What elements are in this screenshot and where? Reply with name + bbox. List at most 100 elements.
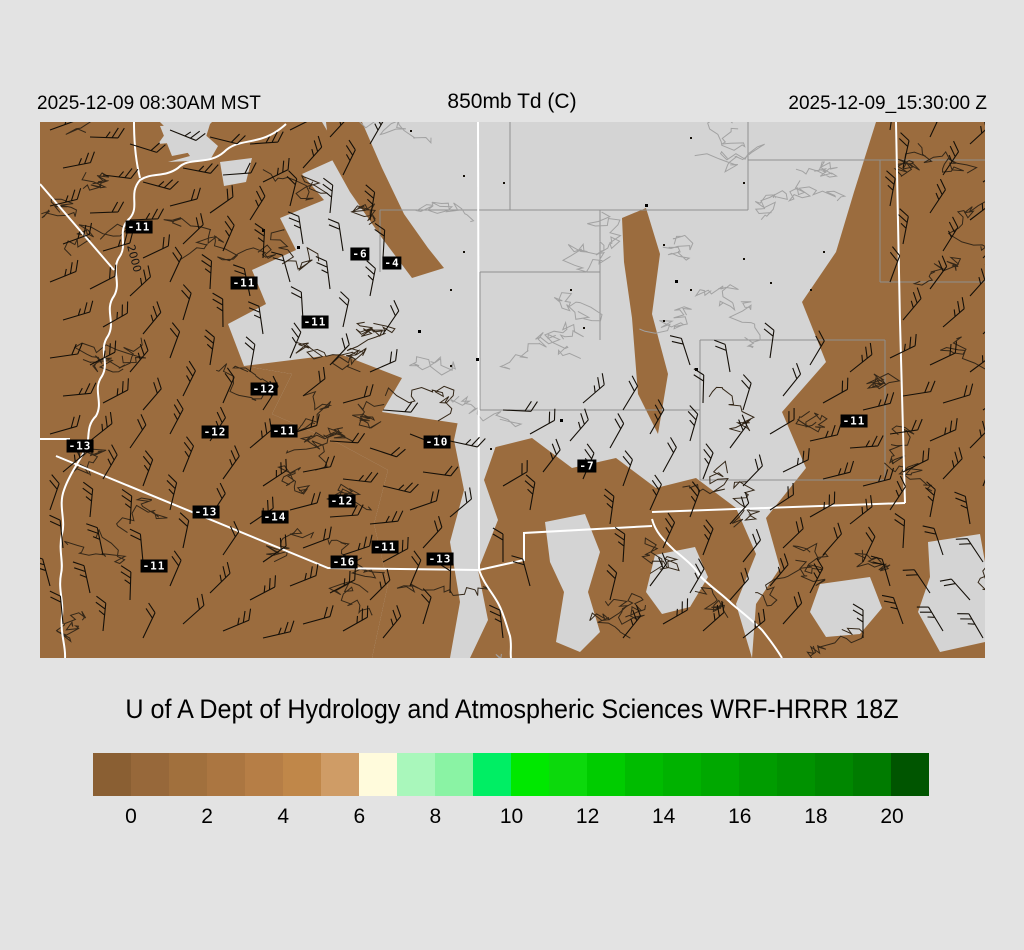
wind-barb	[40, 555, 51, 587]
wind-barb	[222, 162, 257, 176]
wind-barb	[782, 448, 810, 473]
wind-barb	[969, 343, 985, 373]
wind-barb	[662, 512, 676, 549]
terrain-contour-line	[947, 201, 985, 252]
wind-barb	[862, 392, 895, 411]
wind-barb	[102, 444, 118, 480]
wind-barb	[182, 213, 204, 245]
wind-barb	[142, 179, 179, 190]
wind-barb	[929, 418, 958, 442]
state-borders	[40, 122, 906, 658]
terrain-contour-line	[350, 203, 377, 226]
river-border	[478, 569, 512, 658]
wind-barb	[422, 515, 443, 549]
station-value-label: -14	[261, 510, 289, 524]
wind-barb	[409, 550, 422, 587]
colorbar-tick-label: 20	[880, 805, 904, 828]
wind-barb	[782, 517, 804, 549]
terrain-contour-line	[639, 306, 692, 334]
colorbar-cell	[701, 753, 739, 796]
colorbar-cell	[853, 753, 891, 796]
wind-barb	[95, 595, 107, 632]
terrain-contour-line	[553, 292, 603, 322]
wind-barb	[209, 561, 231, 594]
wind-barb	[102, 301, 129, 328]
wind-barb	[862, 467, 895, 487]
calm-wind-marker	[810, 289, 812, 291]
calm-wind-marker	[690, 289, 692, 291]
wind-barb	[201, 254, 213, 290]
wind-barb	[569, 408, 589, 442]
wind-barb	[89, 340, 117, 366]
wind-barb	[249, 185, 266, 221]
wind-barb	[289, 564, 319, 587]
wind-barb	[169, 129, 206, 141]
colorbar-cell	[321, 753, 359, 796]
wind-barb	[262, 458, 287, 487]
wind-barb	[342, 384, 374, 404]
colorbar-cell	[359, 753, 397, 796]
wind-barb	[262, 534, 287, 563]
wind-barb	[142, 377, 162, 411]
wind-barb	[729, 414, 748, 449]
wind-barb	[169, 187, 201, 207]
wind-barb	[822, 377, 849, 404]
wind-barb	[374, 223, 386, 259]
wind-barb	[902, 287, 922, 321]
terrain-contour-line	[662, 234, 694, 261]
wind-barb	[870, 555, 891, 587]
rio-grande-river	[651, 518, 783, 658]
wind-barb	[329, 432, 366, 444]
wind-barb	[769, 553, 789, 587]
colorado-river-border	[59, 123, 287, 658]
wind-barb	[129, 208, 165, 221]
terrain-contour-line	[295, 341, 367, 360]
terrain-contour-line	[384, 385, 455, 422]
wind-barb	[82, 481, 94, 518]
colorbar-cell	[473, 753, 511, 796]
wind-barb	[342, 534, 373, 556]
station-value-label: -11	[230, 276, 258, 290]
terrain-contour-line	[912, 256, 962, 286]
wind-barb	[693, 368, 705, 404]
colorbar-cell	[815, 753, 853, 796]
california-nevada-border	[40, 183, 115, 271]
colorbar-cell	[891, 753, 929, 796]
wind-barb	[689, 558, 705, 594]
wind-barb	[382, 605, 402, 639]
wind-barb	[182, 163, 219, 174]
colorbar-tick-label: 12	[575, 805, 600, 828]
wind-barb	[502, 460, 528, 487]
terrain-contour-line	[893, 151, 926, 178]
wind-barb	[492, 527, 504, 563]
wind-barb	[622, 375, 639, 411]
wind-barb	[289, 322, 302, 359]
wind-barb	[262, 157, 290, 183]
wind-barb	[925, 481, 936, 518]
wind-barb	[689, 481, 701, 518]
map-canvas	[40, 122, 985, 658]
wind-barb	[881, 594, 904, 625]
wind-barb	[889, 334, 917, 359]
wind-barb	[169, 398, 184, 435]
county-boundaries	[379, 122, 985, 481]
wind-barb	[622, 450, 633, 487]
wind-barb	[742, 608, 766, 639]
wind-barb	[809, 557, 824, 594]
wind-barb	[929, 255, 948, 290]
wind-barb	[939, 578, 971, 601]
colorbar	[93, 753, 929, 796]
wind-barb	[322, 177, 334, 214]
calm-wind-marker	[663, 320, 665, 322]
wind-barb	[524, 474, 536, 511]
terrain-contour-line	[940, 336, 985, 370]
wind-barb	[286, 170, 298, 207]
wind-barb	[102, 168, 139, 179]
station-value-label: -13	[426, 552, 454, 566]
colorbar-cell	[397, 753, 435, 796]
wind-barb	[511, 555, 531, 587]
wind-barb	[622, 605, 642, 639]
wind-barb	[369, 510, 404, 525]
nevada-border	[133, 122, 141, 179]
calm-wind-marker	[690, 137, 692, 139]
